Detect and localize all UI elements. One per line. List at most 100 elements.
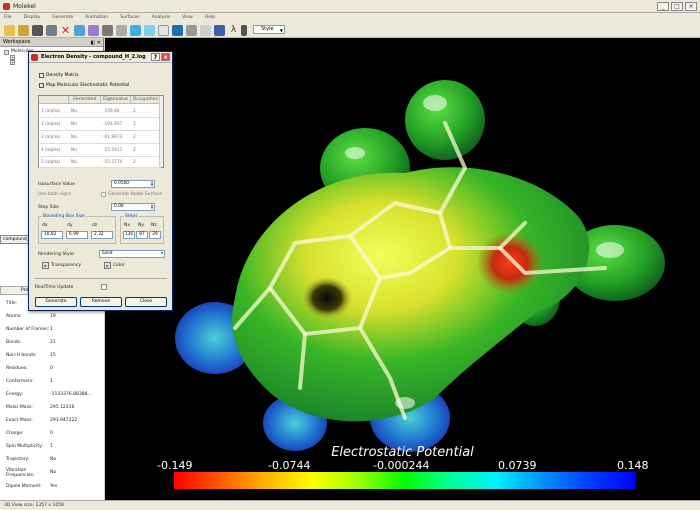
open-folder-icon[interactable] [4, 25, 15, 36]
prop-row: Conformers: 1 [6, 379, 53, 384]
remove-button[interactable]: Remove [80, 297, 122, 307]
menu-animation[interactable]: Animation [85, 15, 109, 20]
rendering-style-select[interactable]: Solid ▼ [99, 250, 165, 258]
minimize-button[interactable]: _ [657, 2, 669, 11]
prop-row: Charge: 0 [6, 431, 53, 436]
menu-display[interactable]: Display [23, 15, 41, 20]
dialog-app-icon [31, 54, 38, 61]
orbital-occupation: 2 [131, 118, 161, 131]
snapshot-icon[interactable] [46, 25, 57, 36]
workspace-title: Workspace [3, 39, 31, 45]
step-size-label: Step Size [38, 205, 59, 210]
dz-input[interactable]: 2.32 [91, 231, 113, 239]
orbital-name[interactable]: 5 (alpha) [39, 157, 69, 168]
legend-title: Electrostatic Potential [331, 445, 474, 460]
steps-group: Steps Nx Ny Nz 136 87 29 [120, 214, 164, 244]
checkbox-label: Density Matrix [46, 73, 79, 78]
grid-icon[interactable] [158, 25, 169, 36]
electron-density-surface[interactable] [105, 38, 700, 500]
lobe-top [405, 80, 485, 160]
reset-view-icon[interactable] [74, 25, 85, 36]
orbital-name[interactable]: 3 (alpha) [39, 131, 69, 144]
close-window-button[interactable]: × [685, 2, 697, 11]
use-both-signs-checkbox[interactable]: Use both signs [38, 192, 71, 197]
menu-help[interactable]: Help [204, 15, 216, 20]
dy-input[interactable]: 6.99 [66, 231, 88, 239]
column-header: Generated [69, 96, 101, 104]
tree-node-child[interactable]: + [4, 55, 99, 60]
menu-analysis[interactable]: Analysis [151, 15, 171, 20]
table-scrollbar[interactable] [159, 96, 163, 167]
orbital-eigenvalue: -104.837 [101, 118, 131, 131]
workspace-header: Workspace ◧ ✕ [0, 38, 103, 47]
generate-button[interactable]: Generate [35, 297, 77, 307]
generate-nodal-checkbox[interactable]: Generate Nodal Surface [101, 192, 162, 197]
dialog-close-icon[interactable]: × [161, 53, 170, 61]
clip-icon[interactable] [200, 25, 211, 36]
prop-row: Bonds: 21 [6, 340, 56, 345]
view-icon[interactable] [186, 25, 197, 36]
step-size-input[interactable]: 0.08 ▲ ▼ [111, 203, 155, 211]
dy-label: dy [67, 223, 73, 228]
isosurface-input[interactable]: 0.0500 ▲ ▼ [111, 180, 155, 188]
sphere-icon[interactable] [172, 25, 183, 36]
expand-icon[interactable]: + [10, 60, 15, 65]
prop-row: Vibration Frequencies: No [6, 468, 57, 478]
open-file-icon[interactable] [18, 25, 29, 36]
colorbar-tick: -0.149 [157, 459, 193, 472]
help-button[interactable]: ? [151, 53, 160, 61]
dialog-title: Electron Density - compound_H_2.log [41, 54, 146, 60]
axis-icon[interactable] [214, 25, 225, 36]
tree-node-molecules[interactable]: − Molecules [4, 49, 99, 55]
tree-node-child[interactable]: + [4, 60, 99, 65]
orbital-name[interactable]: 1 (alpha) [39, 105, 69, 118]
nz-label: Nz [151, 223, 157, 228]
settings-icon[interactable] [116, 25, 127, 36]
maximize-button[interactable]: □ [671, 2, 683, 11]
window-controls: _ □ × [657, 2, 697, 11]
molecule-tree: − Molecules + + [0, 47, 103, 67]
menu-file[interactable]: File [4, 15, 12, 20]
realtime-label: RealTime Update [35, 285, 74, 290]
dx-input[interactable]: 10.82 [41, 231, 63, 239]
close-button[interactable]: Close [125, 297, 167, 307]
ny-label: Ny [138, 223, 145, 228]
molecule-3d-view[interactable]: Electrostatic Potential -0.149 -0.0744 -… [105, 38, 700, 500]
color-button[interactable]: ▸ [104, 262, 111, 269]
checkbox-label: Generate Nodal Surface [108, 192, 163, 197]
realtime-checkbox[interactable] [101, 284, 107, 290]
orbital-name[interactable]: 4 (alpha) [39, 144, 69, 157]
pick-icon[interactable] [130, 25, 141, 36]
angle-icon[interactable] [241, 25, 247, 36]
spin-arrows-icon[interactable]: ▲ ▼ [150, 180, 154, 187]
chevron-down-icon: ▼ [279, 28, 283, 33]
spin-arrows-icon[interactable]: ▲ ▼ [150, 203, 154, 210]
toolbar: ✕ λ [0, 23, 700, 38]
expand-icon[interactable]: − [4, 49, 9, 55]
colorbar-tick: 0.0739 [498, 459, 537, 472]
orbital-name[interactable]: 2 (alpha) [39, 118, 69, 131]
save-icon[interactable] [32, 25, 43, 36]
style-select[interactable]: Style ▼ [253, 25, 285, 34]
prop-row: Exact Mass: 293.947222 [6, 418, 78, 423]
specular-highlights [345, 95, 624, 409]
prop-row: Molar Mass: 295.12316 [6, 405, 75, 410]
transparency-button[interactable]: ▸ [42, 262, 49, 269]
group-title: Steps [124, 214, 139, 219]
delete-icon[interactable]: ✕ [60, 24, 71, 37]
camera-icon[interactable] [102, 25, 113, 36]
panel-controls[interactable]: ◧ ✕ [90, 40, 101, 46]
compound-tab[interactable]: compound_H_ [0, 235, 30, 244]
molecule-icon[interactable] [88, 25, 99, 36]
expand-icon[interactable]: + [10, 55, 15, 60]
menu-generate[interactable]: Generate [52, 15, 74, 20]
colorbar-tick: -0.0744 [268, 459, 311, 472]
menu-view[interactable]: View [182, 15, 193, 20]
measure-icon[interactable]: λ [230, 25, 237, 35]
prop-row: Title: [6, 301, 18, 306]
nz-value: 29 [149, 231, 161, 239]
density-matrix-checkbox[interactable]: ✓ Density Matrix [39, 73, 79, 78]
menu-surfaces[interactable]: Surfaces [120, 15, 140, 20]
select-icon[interactable] [144, 25, 155, 36]
map-mep-checkbox[interactable]: ✓ Map Molecular Electrostatic Potential [39, 83, 129, 88]
